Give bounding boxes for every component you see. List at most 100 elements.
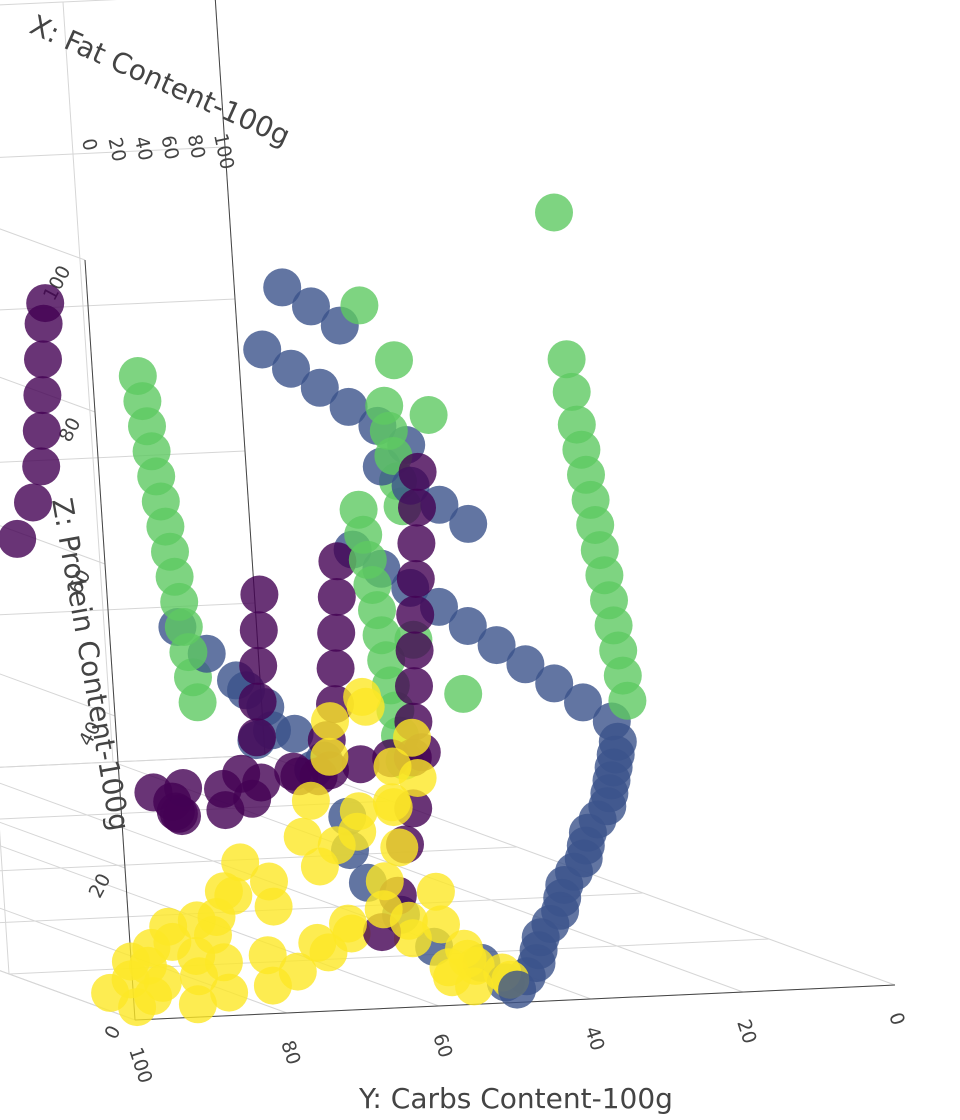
data-point-series-3 <box>564 683 602 722</box>
data-point-series-0 <box>298 923 337 962</box>
x-tick-label: 60 <box>156 133 183 161</box>
x-tick-label: 80 <box>183 132 210 160</box>
x-tick-label: 20 <box>104 135 131 163</box>
data-point-series-1 <box>24 340 62 379</box>
x-axis-title: X: Fat Content-100g <box>25 8 295 152</box>
y-tick-label: 100 <box>124 1045 156 1086</box>
data-point-series-2 <box>118 357 157 395</box>
data-point-series-1 <box>318 542 357 581</box>
grid-line-back-z <box>0 602 256 616</box>
data-point-series-0 <box>311 702 349 741</box>
data-point-series-3 <box>506 645 545 684</box>
grid-line-back-z <box>0 298 236 311</box>
data-point-series-3 <box>449 504 488 543</box>
data-point-series-1 <box>24 304 63 343</box>
data-point-series-2 <box>365 386 404 425</box>
data-point-series-2 <box>375 341 413 380</box>
data-point-series-1 <box>22 447 61 486</box>
data-point-series-0 <box>393 718 431 757</box>
data-point-series-3 <box>535 664 574 703</box>
data-point-series-3 <box>498 970 537 1009</box>
grid-line-back-y <box>62 1 114 763</box>
data-point-series-1 <box>23 376 62 415</box>
data-point-series-2 <box>557 405 596 444</box>
data-point-series-0 <box>248 936 287 975</box>
data-point-series-0 <box>329 904 367 943</box>
data-point-series-0 <box>197 898 236 936</box>
data-point-series-0 <box>178 985 217 1024</box>
grid-line-back-z <box>0 0 118 6</box>
y-tick-label: 0 <box>884 1010 909 1028</box>
z-tick-label: 20 <box>85 870 116 902</box>
data-point-series-1 <box>398 488 436 527</box>
data-point-series-2 <box>552 372 591 411</box>
data-point-series-1 <box>14 483 52 522</box>
data-point-series-0 <box>364 890 403 929</box>
data-point-series-0 <box>300 847 339 886</box>
y-tick-label: 60 <box>428 1031 456 1061</box>
data-point-series-1 <box>398 452 437 491</box>
data-point-series-1 <box>22 411 61 450</box>
data-point-series-0 <box>177 937 216 975</box>
data-point-series-1 <box>134 773 173 812</box>
data-point-series-2 <box>339 490 378 529</box>
data-point-series-0 <box>283 817 322 856</box>
data-point-series-1 <box>317 613 356 652</box>
grid-line-back-z <box>0 450 246 463</box>
data-point-series-1 <box>316 649 355 688</box>
z-tick-label: 0 <box>100 1022 125 1043</box>
data-point-series-1 <box>238 682 277 721</box>
grid-line-side-z <box>0 673 116 717</box>
x-tick-label: 40 <box>130 134 157 162</box>
axis-line-z <box>84 259 136 1021</box>
data-point-series-3 <box>329 387 368 426</box>
data-point-series-3 <box>477 626 516 665</box>
data-point-series-1 <box>238 718 276 757</box>
data-point-series-0 <box>221 843 260 882</box>
data-point-series-0 <box>310 737 349 776</box>
data-point-series-2 <box>444 674 483 713</box>
data-point-series-0 <box>422 905 460 944</box>
data-point-series-1 <box>0 519 37 558</box>
data-point-series-0 <box>429 948 468 987</box>
y-tick-label: 80 <box>276 1038 304 1068</box>
data-point-series-1 <box>239 611 278 650</box>
data-point-series-1 <box>341 745 380 784</box>
data-points <box>0 193 647 1027</box>
data-point-series-0 <box>291 781 330 820</box>
data-point-series-3 <box>272 349 310 388</box>
data-point-series-2 <box>409 396 448 434</box>
data-point-series-2 <box>547 340 586 379</box>
grid-line-floor-y <box>0 970 136 1021</box>
data-point-series-1 <box>239 646 278 685</box>
grid-line-side-z <box>0 821 126 869</box>
data-point-series-0 <box>253 966 292 1005</box>
data-point-series-3 <box>243 330 282 369</box>
data-point-series-0 <box>210 973 249 1012</box>
x-tick-label: 100 <box>209 131 238 171</box>
data-point-series-3 <box>448 607 487 645</box>
data-point-series-3 <box>292 287 330 326</box>
data-point-series-1 <box>395 667 433 706</box>
z-axis-title: Z: Protein Content-100g <box>45 495 136 833</box>
data-point-series-3 <box>263 268 302 307</box>
data-point-series-0 <box>250 862 288 901</box>
y-tick-label: 20 <box>732 1017 760 1047</box>
data-point-series-0 <box>380 828 419 867</box>
data-point-series-0 <box>338 812 377 851</box>
data-point-series-1 <box>396 595 435 634</box>
data-point-series-0 <box>365 862 404 901</box>
data-point-series-2 <box>535 193 573 232</box>
data-point-series-1 <box>317 578 356 616</box>
data-point-series-1 <box>396 560 435 598</box>
grid-line-back-z <box>0 146 226 158</box>
grid-line-floor-x <box>0 754 266 768</box>
data-point-series-0 <box>343 677 382 716</box>
x-tick-label: 0 <box>77 136 101 152</box>
grid-line-side-x <box>0 829 10 975</box>
data-point-series-3 <box>300 368 339 407</box>
data-point-series-1 <box>397 524 436 563</box>
data-point-series-0 <box>118 988 157 1027</box>
data-point-series-0 <box>372 783 411 822</box>
